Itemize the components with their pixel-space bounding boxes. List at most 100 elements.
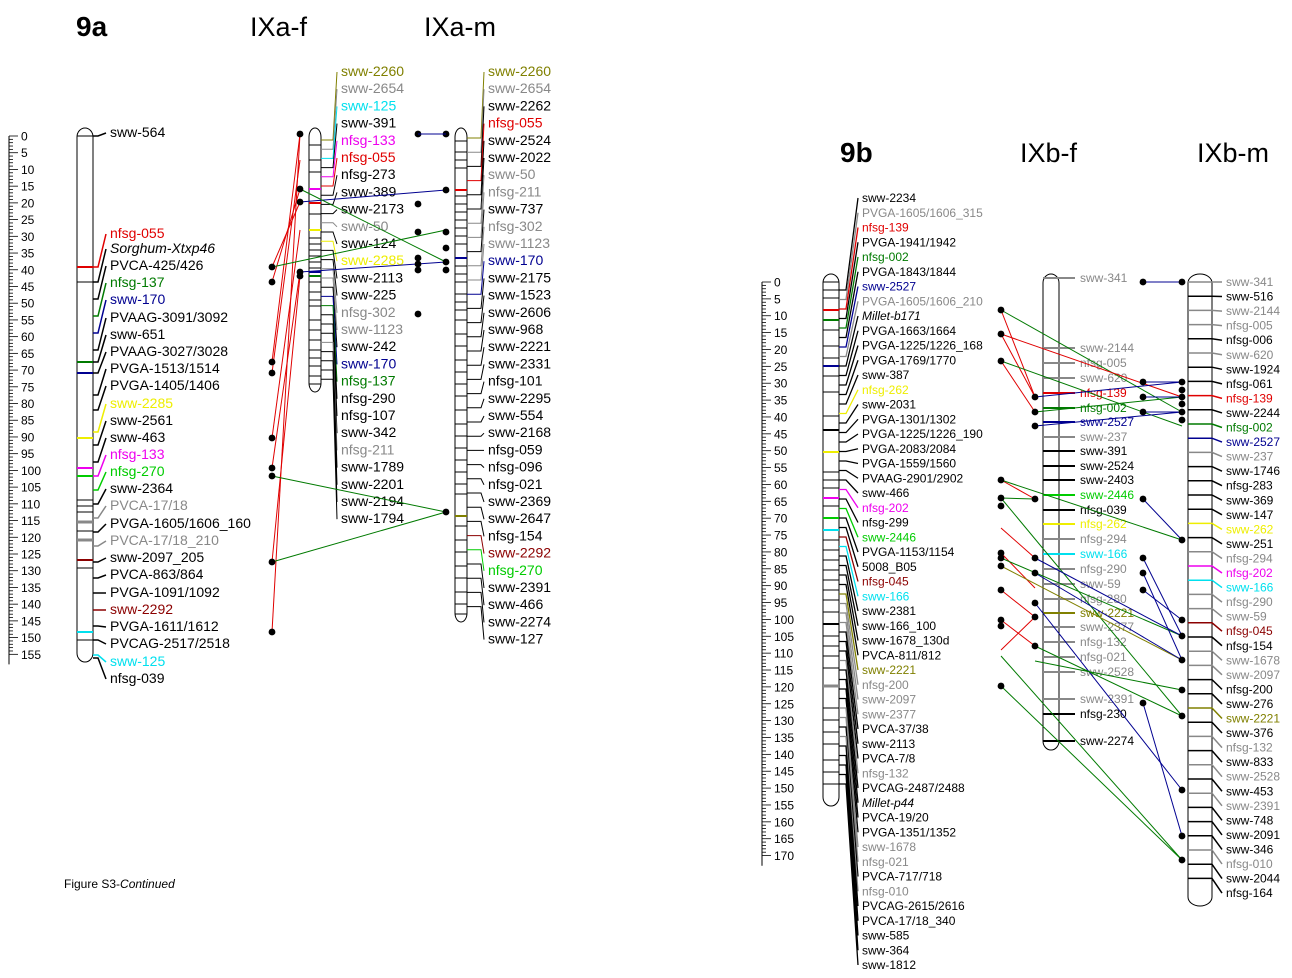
a-main-marker-label: PVAAG-3027/3028 (110, 343, 228, 359)
b-main-marker-label: PVGA-1225/1226_190 (862, 427, 983, 441)
b-link-dot (1032, 600, 1039, 607)
b-ixbf-marker-label: nfsg-294 (1080, 532, 1127, 546)
b-link-dot (1179, 387, 1186, 394)
b-ixbm-marker-label: nfsg-061 (1226, 377, 1273, 391)
a-ixaf-marker-label: nfsg-273 (341, 166, 396, 182)
b-scale-label: 0 (774, 276, 781, 290)
b-ixbm-chromosome (1188, 274, 1212, 906)
b-main-leader (839, 471, 858, 479)
a-ixam-marker-label: nfsg-211 (488, 183, 542, 199)
a-main-marker-label: sww-2097_205 (110, 549, 204, 565)
b-link-dot (1032, 643, 1039, 650)
a-ixaf-marker-label: sww-1794 (341, 510, 404, 526)
a-scale-label: 40 (21, 263, 35, 277)
caption-prefix: Figure S3- (64, 877, 120, 891)
a-link-dot (269, 279, 276, 286)
a-ixam-marker-label: sww-2369 (488, 493, 551, 509)
b-scale-label: 55 (774, 461, 788, 475)
a-link-dot (269, 473, 276, 480)
b-ixbm-marker-label: sww-1924 (1226, 362, 1280, 376)
a-ixaf-marker-label: sww-125 (341, 97, 396, 113)
b-scale-label: 90 (774, 579, 788, 593)
b-ixbm-marker-label: sww-1678 (1226, 653, 1280, 667)
a-main-marker-label: sww-2364 (110, 480, 173, 496)
a-main-marker-label: nfsg-039 (110, 670, 165, 686)
b-link-dot (1140, 496, 1147, 503)
b-link-dot (998, 587, 1005, 594)
a-synteny-link (272, 276, 300, 562)
a-ixaf-marker-label: sww-242 (341, 338, 396, 354)
a-main-marker-label: sww-125 (110, 653, 165, 669)
b-link-dot (998, 617, 1005, 624)
a-ixaf-marker-label: sww-170 (341, 355, 396, 371)
b-main-marker-label: Millet-p44 (862, 796, 914, 810)
b-ixbf-marker-label: sww-59 (1080, 577, 1121, 591)
a-scale-label: 70 (21, 364, 35, 378)
b-main-marker-label: PVAAG-2901/2902 (862, 471, 964, 485)
a-main-marker-label: PVGA-1611/1612 (110, 618, 219, 634)
figure-caption: Figure S3-Continued (64, 877, 175, 891)
a-synteny-link (272, 230, 300, 438)
a-main-leader (93, 472, 106, 490)
a-scale-label: 105 (21, 481, 41, 495)
b-ixbm-marker-label: sww-2391 (1226, 799, 1280, 813)
b-ixbm-marker-label: sww-2097 (1226, 668, 1280, 682)
a-ixam-marker-label: sww-2175 (488, 269, 551, 285)
a-ixam-marker-label: sww-1523 (488, 287, 551, 303)
a-main-marker-label: PVGA-1091/1092 (110, 584, 220, 600)
a-link-dot (269, 629, 276, 636)
a-ixam-marker-label: sww-554 (488, 407, 543, 423)
b-main-marker-label: PVGA-1663/1664 (862, 324, 956, 338)
b-main-marker-label: PVGA-1941/1942 (862, 235, 956, 249)
a-ixam-marker-label: sww-2262 (488, 97, 551, 113)
a-ixam-marker-leader (467, 382, 484, 394)
b-synteny-link (1143, 558, 1182, 636)
a-ixaf-marker-label: nfsg-290 (341, 390, 396, 406)
a-link-dot (297, 273, 304, 280)
a-ixaf-marker-leader (321, 192, 337, 204)
b-ixbf-marker-label: sww-2274 (1080, 734, 1134, 748)
a-ixam-marker-leader (467, 479, 484, 485)
b-link-dot (1032, 555, 1039, 562)
a-main-marker-label: PVCA-863/864 (110, 566, 204, 582)
a-ixaf-marker-label: nfsg-133 (341, 132, 396, 148)
b-ixbm-marker-label: sww-251 (1226, 537, 1274, 551)
b-main-leader (839, 509, 858, 538)
a-ixaf-marker-label: nfsg-302 (341, 304, 396, 320)
b-ixbm-marker-label: sww-262 (1226, 522, 1274, 536)
b-ixbm-marker-label: sww-369 (1226, 493, 1274, 507)
b-scale-label: 15 (774, 326, 788, 340)
panel-b-col2-title: IXb-m (1197, 138, 1269, 168)
b-link-dot (1179, 401, 1186, 408)
b-scale-label: 155 (774, 798, 794, 812)
b-main-marker-label: PVCA-811/812 (862, 648, 941, 662)
a-ixam-marker-label: nfsg-302 (488, 218, 543, 234)
b-main-marker-label: sww-1678 (862, 840, 916, 854)
a-scale-label: 95 (21, 447, 35, 461)
b-link-dot (1179, 617, 1186, 624)
b-ixbm-marker-label: sww-2528 (1226, 770, 1280, 784)
a-ixaf-marker-label: sww-124 (341, 235, 396, 251)
b-scale-label: 145 (774, 765, 794, 779)
b-main-marker-label: sww-2097 (862, 693, 916, 707)
b-ixbf-marker-label: sww-2144 (1080, 341, 1134, 355)
a-scale-label: 130 (21, 564, 41, 578)
a-ixaf-marker-label: nfsg-055 (341, 149, 396, 165)
a-ixam-marker-leader (467, 433, 484, 436)
b-synteny-link (1001, 310, 1035, 397)
b-scale-label: 120 (774, 680, 794, 694)
b-link-dot (1179, 687, 1186, 694)
b-main-marker-label: sww-1812 (862, 958, 916, 972)
b-ixbm-marker-label: sww-2091 (1226, 828, 1280, 842)
a-main-marker-label: PVCA-425/426 (110, 257, 204, 273)
b-main-marker-label: sww-2446 (862, 530, 916, 544)
b-link-dot (1032, 614, 1039, 621)
a-ixam-marker-leader (467, 364, 484, 379)
a-scale-label: 145 (21, 614, 41, 628)
b-ixbm-marker-label: nfsg-010 (1226, 857, 1273, 871)
b-ixbm-marker-label: sww-376 (1226, 726, 1274, 740)
panel-a-col1-title: IXa-f (250, 12, 308, 42)
b-link-dot (1179, 713, 1186, 720)
b-ixbf-marker-label: nfsg-039 (1080, 503, 1127, 517)
b-main-marker-label: sww-585 (862, 929, 910, 943)
